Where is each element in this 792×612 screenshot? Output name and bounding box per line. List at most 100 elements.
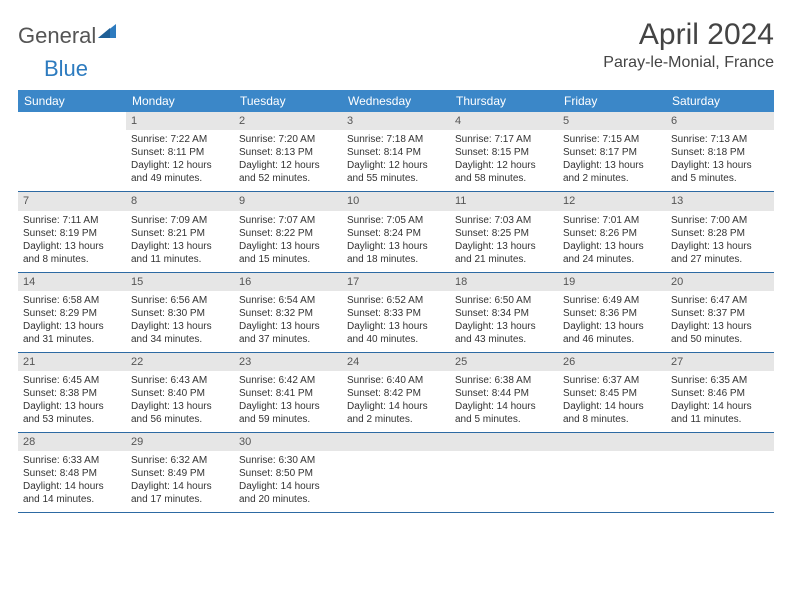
- day-detail-line: Daylight: 13 hours and 43 minutes.: [455, 320, 553, 346]
- day-detail-line: Sunrise: 6:47 AM: [671, 294, 769, 307]
- day-detail-line: Sunrise: 7:22 AM: [131, 133, 229, 146]
- day-details: Sunrise: 7:22 AMSunset: 8:11 PMDaylight:…: [126, 130, 234, 191]
- day-detail-line: Daylight: 14 hours and 14 minutes.: [23, 480, 121, 506]
- day-detail-line: Sunset: 8:26 PM: [563, 227, 661, 240]
- day-detail-line: Sunrise: 6:58 AM: [23, 294, 121, 307]
- day-detail-line: Sunrise: 6:49 AM: [563, 294, 661, 307]
- weekday-header: Monday: [126, 90, 234, 112]
- day-detail-line: Sunset: 8:17 PM: [563, 146, 661, 159]
- day-detail-line: Sunset: 8:28 PM: [671, 227, 769, 240]
- day-details: Sunrise: 7:00 AMSunset: 8:28 PMDaylight:…: [666, 211, 774, 272]
- day-detail-line: Daylight: 13 hours and 11 minutes.: [131, 240, 229, 266]
- day-detail-line: Sunrise: 6:56 AM: [131, 294, 229, 307]
- date-number: 23: [234, 353, 342, 371]
- day-details: Sunrise: 6:35 AMSunset: 8:46 PMDaylight:…: [666, 371, 774, 432]
- date-number: 22: [126, 353, 234, 371]
- calendar-page: General April 2024 Paray-le-Monial, Fran…: [0, 0, 792, 513]
- day-detail-line: Daylight: 13 hours and 24 minutes.: [563, 240, 661, 266]
- day-detail-line: Daylight: 13 hours and 31 minutes.: [23, 320, 121, 346]
- day-cell: 6Sunrise: 7:13 AMSunset: 8:18 PMDaylight…: [666, 112, 774, 192]
- day-detail-line: Sunset: 8:46 PM: [671, 387, 769, 400]
- day-detail-line: Daylight: 13 hours and 40 minutes.: [347, 320, 445, 346]
- empty-cell: [18, 112, 126, 168]
- day-detail-line: Sunset: 8:25 PM: [455, 227, 553, 240]
- day-details: Sunrise: 6:43 AMSunset: 8:40 PMDaylight:…: [126, 371, 234, 432]
- day-details: Sunrise: 6:50 AMSunset: 8:34 PMDaylight:…: [450, 291, 558, 352]
- day-cell: [450, 433, 558, 513]
- day-details: Sunrise: 6:30 AMSunset: 8:50 PMDaylight:…: [234, 451, 342, 512]
- day-detail-line: Sunset: 8:48 PM: [23, 467, 121, 480]
- date-number: [666, 433, 774, 451]
- logo-triangle-icon: [98, 22, 116, 43]
- day-detail-line: Sunset: 8:50 PM: [239, 467, 337, 480]
- date-number: 24: [342, 353, 450, 371]
- day-cell: [342, 433, 450, 513]
- date-number: 16: [234, 273, 342, 291]
- empty-cell: [342, 451, 450, 507]
- week-row: 7Sunrise: 7:11 AMSunset: 8:19 PMDaylight…: [18, 192, 774, 272]
- day-detail-line: Daylight: 13 hours and 59 minutes.: [239, 400, 337, 426]
- day-detail-line: Sunset: 8:29 PM: [23, 307, 121, 320]
- day-cell: 4Sunrise: 7:17 AMSunset: 8:15 PMDaylight…: [450, 112, 558, 192]
- day-detail-line: Sunset: 8:41 PM: [239, 387, 337, 400]
- logo: General: [18, 22, 116, 49]
- day-cell: [666, 433, 774, 513]
- day-detail-line: Sunrise: 6:50 AM: [455, 294, 553, 307]
- date-number: [450, 433, 558, 451]
- month-title: April 2024: [603, 18, 774, 52]
- day-cell: 29Sunrise: 6:32 AMSunset: 8:49 PMDayligh…: [126, 433, 234, 513]
- day-detail-line: Daylight: 14 hours and 11 minutes.: [671, 400, 769, 426]
- day-details: Sunrise: 7:01 AMSunset: 8:26 PMDaylight:…: [558, 211, 666, 272]
- day-detail-line: Sunset: 8:34 PM: [455, 307, 553, 320]
- date-number: 26: [558, 353, 666, 371]
- day-detail-line: Sunrise: 6:33 AM: [23, 454, 121, 467]
- weekday-header: Thursday: [450, 90, 558, 112]
- date-number: 11: [450, 192, 558, 210]
- day-detail-line: Daylight: 13 hours and 37 minutes.: [239, 320, 337, 346]
- day-detail-line: Sunset: 8:32 PM: [239, 307, 337, 320]
- day-detail-line: Daylight: 14 hours and 20 minutes.: [239, 480, 337, 506]
- date-number: 29: [126, 433, 234, 451]
- date-number: 5: [558, 112, 666, 130]
- day-cell: 25Sunrise: 6:38 AMSunset: 8:44 PMDayligh…: [450, 352, 558, 432]
- empty-cell: [666, 451, 774, 507]
- day-detail-line: Sunset: 8:38 PM: [23, 387, 121, 400]
- day-detail-line: Sunset: 8:44 PM: [455, 387, 553, 400]
- day-details: Sunrise: 6:33 AMSunset: 8:48 PMDaylight:…: [18, 451, 126, 512]
- day-detail-line: Sunrise: 6:30 AM: [239, 454, 337, 467]
- day-cell: 8Sunrise: 7:09 AMSunset: 8:21 PMDaylight…: [126, 192, 234, 272]
- day-detail-line: Sunrise: 6:40 AM: [347, 374, 445, 387]
- day-details: Sunrise: 6:37 AMSunset: 8:45 PMDaylight:…: [558, 371, 666, 432]
- day-cell: 10Sunrise: 7:05 AMSunset: 8:24 PMDayligh…: [342, 192, 450, 272]
- day-cell: 13Sunrise: 7:00 AMSunset: 8:28 PMDayligh…: [666, 192, 774, 272]
- day-detail-line: Daylight: 14 hours and 5 minutes.: [455, 400, 553, 426]
- day-details: Sunrise: 7:11 AMSunset: 8:19 PMDaylight:…: [18, 211, 126, 272]
- day-detail-line: Sunrise: 6:42 AM: [239, 374, 337, 387]
- calendar-body: 1Sunrise: 7:22 AMSunset: 8:11 PMDaylight…: [18, 112, 774, 513]
- date-number: 27: [666, 353, 774, 371]
- day-details: Sunrise: 7:05 AMSunset: 8:24 PMDaylight:…: [342, 211, 450, 272]
- day-detail-line: Daylight: 13 hours and 46 minutes.: [563, 320, 661, 346]
- day-cell: 30Sunrise: 6:30 AMSunset: 8:50 PMDayligh…: [234, 433, 342, 513]
- day-detail-line: Sunrise: 7:15 AM: [563, 133, 661, 146]
- day-cell: 26Sunrise: 6:37 AMSunset: 8:45 PMDayligh…: [558, 352, 666, 432]
- date-number: 7: [18, 192, 126, 210]
- title-block: April 2024 Paray-le-Monial, France: [603, 18, 774, 72]
- day-detail-line: Sunrise: 7:18 AM: [347, 133, 445, 146]
- day-cell: 20Sunrise: 6:47 AMSunset: 8:37 PMDayligh…: [666, 272, 774, 352]
- day-cell: 17Sunrise: 6:52 AMSunset: 8:33 PMDayligh…: [342, 272, 450, 352]
- day-detail-line: Sunrise: 7:07 AM: [239, 214, 337, 227]
- logo-word-2: Blue: [44, 56, 88, 81]
- day-detail-line: Sunrise: 7:03 AM: [455, 214, 553, 227]
- day-detail-line: Daylight: 13 hours and 21 minutes.: [455, 240, 553, 266]
- day-detail-line: Daylight: 12 hours and 49 minutes.: [131, 159, 229, 185]
- date-number: 6: [666, 112, 774, 130]
- date-number: 10: [342, 192, 450, 210]
- day-details: Sunrise: 6:58 AMSunset: 8:29 PMDaylight:…: [18, 291, 126, 352]
- day-cell: 11 Sunrise: 7:03 AMSunset: 8:25 PMDayligh…: [450, 192, 558, 272]
- date-number: 19: [558, 273, 666, 291]
- day-details: Sunrise: 6:52 AMSunset: 8:33 PMDaylight:…: [342, 291, 450, 352]
- day-detail-line: Sunset: 8:19 PM: [23, 227, 121, 240]
- day-detail-line: Sunset: 8:45 PM: [563, 387, 661, 400]
- day-details: Sunrise: 6:56 AMSunset: 8:30 PMDaylight:…: [126, 291, 234, 352]
